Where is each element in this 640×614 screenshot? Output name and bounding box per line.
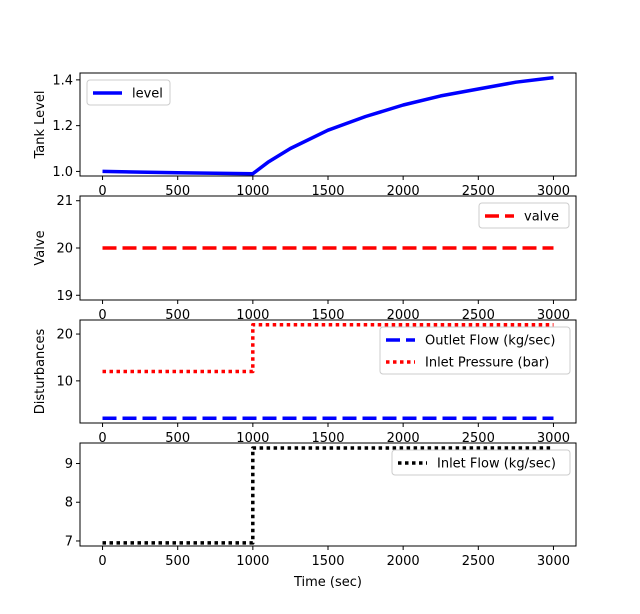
chart-panel-4: 0 500 1000 1500 2000 2500 3000 7 8 9 Time (sec) Inl… [65, 442, 577, 590]
y-tick-label: 10 [56, 374, 73, 389]
legend: Outlet Flow (kg/sec) Inlet Pressure (bar) [379, 326, 571, 375]
x-tick-label: 500 [165, 308, 190, 323]
legend-box [478, 202, 570, 229]
x-axis-label: Time (sec) [293, 575, 362, 590]
x-tick-label: 3000 [537, 308, 570, 323]
series-line-level [102, 75, 554, 176]
x-tick-label: 2000 [387, 184, 420, 199]
legend-label: Inlet Pressure (bar) [425, 356, 549, 371]
x-tick-label: 0 [98, 308, 106, 323]
legend-label: Outlet Flow (kg/sec) [425, 334, 555, 349]
chart-panel-2: 0 500 1000 1500 2000 2500 3000 19 20 21 Valve valve [33, 194, 577, 323]
legend: Inlet Flow (kg/sec) [391, 449, 571, 476]
x-tick-label: 500 [165, 554, 190, 569]
y-tick-label: 20 [56, 328, 73, 343]
x-tick-label: 0 [98, 184, 106, 199]
legend-label: Inlet Flow (kg/sec) [437, 457, 556, 472]
x-tick-label: 500 [165, 431, 190, 446]
x-tick-label: 1000 [236, 308, 269, 323]
legend-label: level [132, 87, 163, 102]
x-tick-label: 1000 [236, 184, 269, 199]
x-tick-label: 2000 [387, 554, 420, 569]
legend-box [86, 79, 171, 106]
y-axis-label: Disturbances [33, 329, 48, 415]
x-tick-label: 500 [165, 184, 190, 199]
x-tick-label: 2500 [462, 554, 495, 569]
y-tick-label: 9 [65, 457, 73, 472]
x-tick-label: 1500 [311, 308, 344, 323]
x-tick-label: 2500 [462, 431, 495, 446]
y-tick-label: 1.4 [52, 73, 73, 88]
legend-label: valve [524, 210, 559, 225]
x-tick-label: 1000 [236, 431, 269, 446]
x-tick-label: 2500 [462, 184, 495, 199]
legend-box [379, 326, 571, 375]
x-tick-label: 0 [98, 554, 106, 569]
y-tick-label: 20 [56, 242, 73, 257]
y-tick-label: 19 [56, 289, 73, 304]
legend: valve [478, 202, 570, 229]
legend-box [391, 449, 571, 476]
x-tick-label: 1000 [236, 554, 269, 569]
x-tick-label: 3000 [537, 554, 570, 569]
x-tick-label: 3000 [537, 431, 570, 446]
x-tick-label: 1500 [311, 431, 344, 446]
y-tick-label: 1.0 [52, 165, 73, 180]
x-tick-label: 3000 [537, 184, 570, 199]
y-axis-label: Valve [33, 230, 48, 265]
chart-panel-1: 0 500 1000 1500 2000 2500 3000 1.0 1.2 1.4 Tank Le… [33, 72, 577, 199]
chart-panel-3: 0 500 1000 1500 2000 2500 3000 10 20 Disturbances… [33, 319, 577, 446]
series-line-inlet-flow-kg-sec- [102, 446, 554, 545]
y-tick-label: 7 [65, 534, 73, 549]
y-tick-label: 21 [56, 194, 73, 209]
legend: level [86, 79, 171, 106]
x-tick-label: 2000 [387, 431, 420, 446]
x-tick-label: 1500 [311, 554, 344, 569]
x-tick-label: 0 [98, 431, 106, 446]
y-tick-label: 8 [65, 496, 73, 511]
y-tick-label: 1.2 [52, 119, 73, 134]
x-tick-label: 1500 [311, 184, 344, 199]
x-tick-label: 2000 [387, 308, 420, 323]
x-tick-label: 2500 [462, 308, 495, 323]
y-axis-label: Tank Level [33, 91, 48, 160]
